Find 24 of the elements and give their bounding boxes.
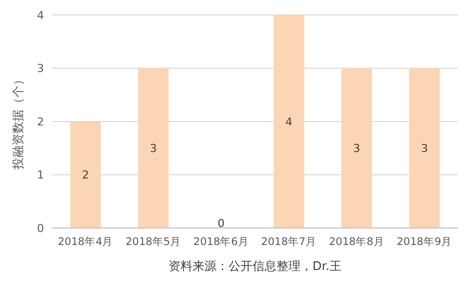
y-tick-label: 3 [37,62,44,76]
y-tick-label: 4 [37,8,44,22]
data-label: 0 [218,216,225,230]
x-tick-label: 2018年7月 [261,236,317,248]
data-label: 3 [353,142,360,155]
y-tick-label: 2 [37,115,44,128]
data-label: 4 [285,115,292,128]
x-tick-label: 2018年8月 [328,236,384,248]
y-axis-title: 投融资数据（个） [11,74,25,170]
x-tick-label: 2018年4月 [58,236,114,248]
bar [341,68,372,228]
bar [138,68,169,228]
bar [409,68,440,228]
data-label: 2 [82,168,90,182]
data-label: 3 [420,142,428,155]
bar [274,15,304,228]
y-tick-label: 1 [37,168,44,182]
bar [70,122,101,228]
y-tick-label: 0 [37,222,44,235]
x-tick-label: 2018年5月 [126,236,182,248]
data-label: 3 [150,142,157,155]
x-tick-label: 2018年6月 [193,236,249,248]
x-tick-label: 2018年9月 [396,236,452,248]
text: 资料来源：公开信息整理，Dr.王 [168,259,342,273]
